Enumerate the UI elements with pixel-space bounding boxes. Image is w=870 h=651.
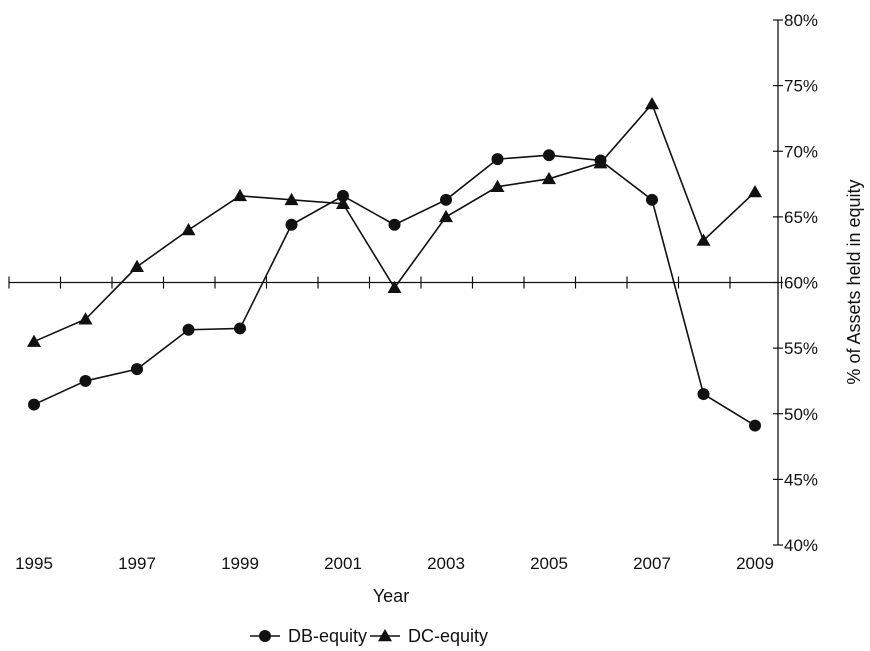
y-tick-label: 75% [784,77,818,96]
db-equity-point [337,189,349,202]
db-equity-point [646,193,658,206]
x-tick-label: 2009 [736,554,774,573]
series-layer [27,97,762,432]
y-tick-label: 55% [784,339,818,358]
legend: DB-equity DC-equity [250,626,488,646]
dc-equity-point [233,188,247,202]
dc-equity-point [748,184,762,198]
x-tick-label: 2001 [324,554,362,573]
y-tick-label: 70% [784,142,818,161]
y-tick-label: 45% [784,470,818,489]
dc-equity-point [387,280,402,293]
db-equity-point [749,419,761,432]
db-equity-point [388,218,401,231]
db-equity-point [285,218,298,231]
y-tick-label: 50% [784,405,818,424]
db-equity-point [491,153,504,166]
axes-layer: 40% 45% 50% 55% 60% 65% 70% 75% 80% 1995 1997 1999 2… [8,11,818,573]
db-equity-point [131,363,143,376]
db-equity-point [697,388,710,401]
x-axis-title: Year [373,586,409,606]
y-tick-label: 40% [784,536,818,555]
y-tick-label: 65% [784,208,818,227]
db-equity-point [234,322,246,335]
db-equity-point [79,374,92,387]
x-tick-label: 1995 [15,554,53,573]
dc-equity-point [439,209,453,223]
db-equity-point [440,193,452,206]
dc-equity-point [27,334,41,347]
x-tick-label: 2005 [530,554,568,573]
dc-equity-point [181,223,196,236]
x-tick-label: 1997 [118,554,156,573]
db-equity-legend-marker [259,630,271,642]
dc-equity-point [336,196,350,209]
db-equity-legend-label: DB-equity [288,626,367,646]
dc-equity-point [78,312,93,325]
labels-layer: Year % of Assets held in equity [373,179,864,606]
db-equity-point [28,398,40,411]
dc-equity-point [490,179,505,192]
dc-equity-legend-label: DC-equity [408,626,488,646]
x-tick-label: 2003 [427,554,465,573]
dc-equity-legend-marker [378,629,392,642]
x-tick-label: 2007 [633,554,671,573]
x-tick-label: 1999 [221,554,259,573]
dc-equity-point [645,97,659,110]
db-equity-point [182,323,195,336]
y-tick-label: 60% [784,274,818,293]
dc-equity-point [542,171,556,185]
dc-equity-point [593,156,608,169]
dc-equity-point [130,259,144,272]
dc-equity-point [696,233,711,246]
dc-equity-point [284,192,299,206]
y-axis-title: % of Assets held in equity [844,179,864,384]
y-tick-label: 80% [784,11,818,30]
db-equity-point [543,149,555,162]
